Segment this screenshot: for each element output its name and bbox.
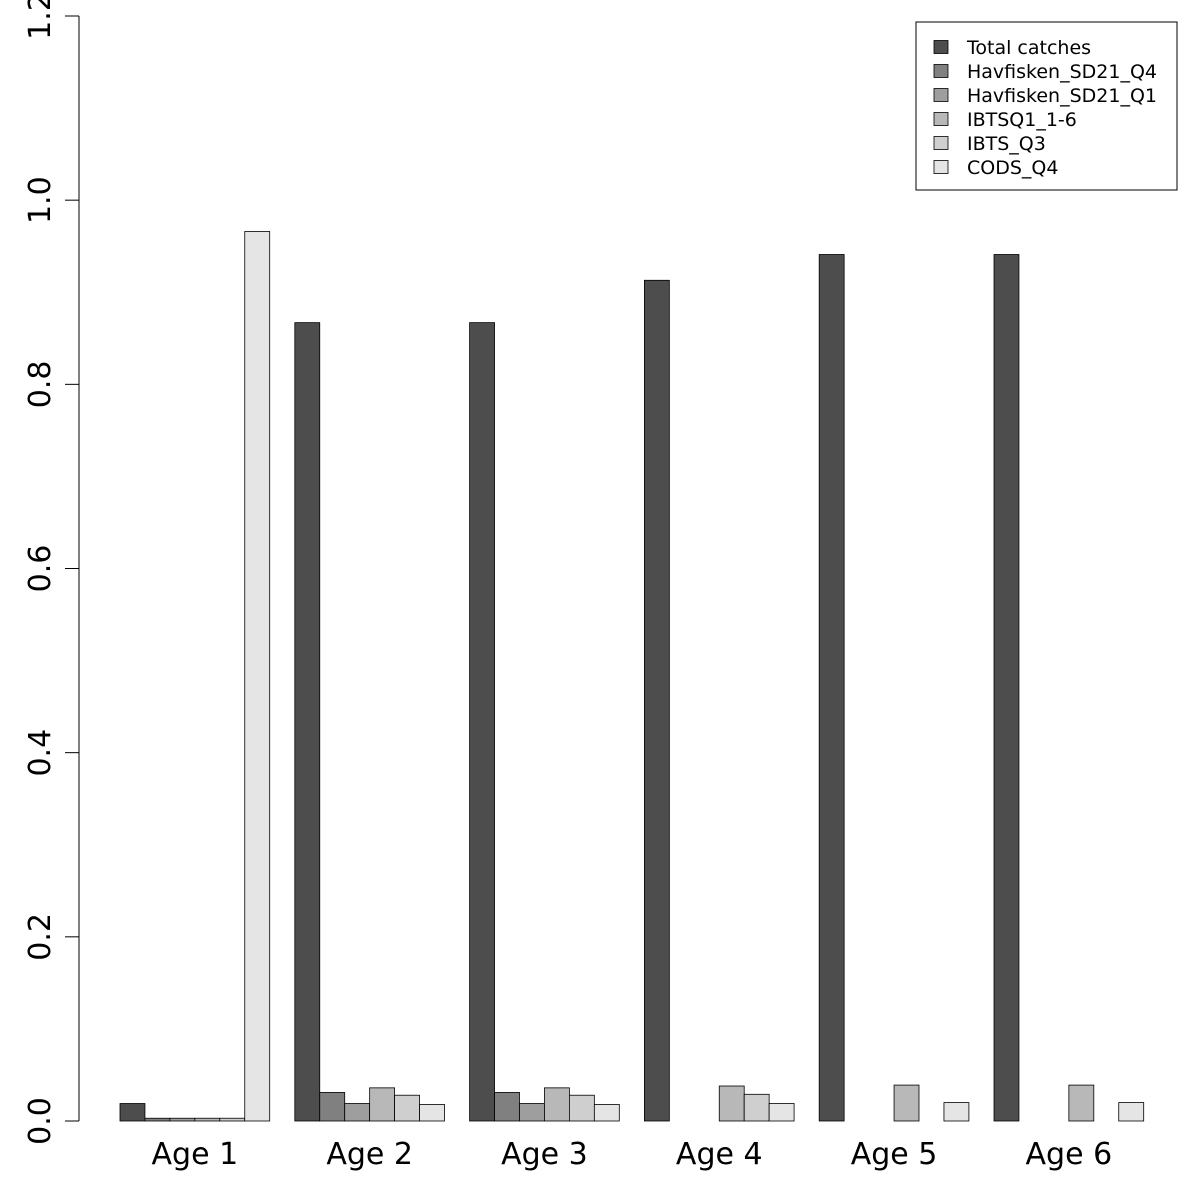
- y-tick-label: 0.2: [23, 913, 58, 961]
- bar: [344, 1103, 371, 1122]
- bar: [494, 1092, 520, 1122]
- bar: [369, 1087, 395, 1122]
- y-tick-label: 0.6: [23, 545, 58, 593]
- bar: [144, 1117, 171, 1122]
- y-axis: 0.0 0.2 0.4 0.6 0.8 1.0 1.2: [23, 0, 80, 1145]
- bar: [943, 1102, 970, 1122]
- bar: [319, 1092, 346, 1122]
- y-tick-label: 1.0: [23, 176, 58, 224]
- bar: [244, 231, 271, 1122]
- legend-label: IBTS_Q3: [967, 133, 1046, 155]
- y-tick-label: 1.2: [23, 0, 58, 40]
- legend: Total catchesHavfisken_SD21_Q4Havfisken_…: [915, 21, 1178, 191]
- bar: [818, 254, 845, 1122]
- bar: [593, 1104, 620, 1122]
- legend-label: Havfisken_SD21_Q4: [967, 61, 1157, 83]
- bar: [419, 1104, 445, 1122]
- bar: [1068, 1084, 1095, 1122]
- legend-swatch: [933, 64, 949, 78]
- legend-swatch: [933, 40, 949, 54]
- legend-label: Total catches: [966, 37, 1091, 59]
- bar: [469, 322, 495, 1122]
- x-tick-label: Age 3: [501, 1137, 588, 1172]
- legend-swatch: [933, 88, 949, 102]
- legend-swatch: [933, 136, 949, 150]
- bars: [119, 231, 1145, 1122]
- bar: [119, 1103, 146, 1122]
- bar: [169, 1117, 196, 1122]
- bar: [1118, 1102, 1145, 1122]
- legend-box: [915, 21, 1178, 191]
- x-tick-label: Age 2: [326, 1137, 413, 1172]
- x-tick-label: Age 5: [851, 1137, 938, 1172]
- bar: [544, 1087, 570, 1122]
- bar: [644, 279, 670, 1122]
- y-tick-label: 0.8: [23, 360, 58, 408]
- bar: [219, 1117, 246, 1122]
- x-tick-label: Age 4: [676, 1137, 763, 1172]
- bar: [569, 1094, 595, 1122]
- bar: [993, 254, 1020, 1122]
- bar: [519, 1103, 545, 1122]
- bar: [768, 1103, 795, 1122]
- bar: [294, 322, 321, 1122]
- x-tick-label: Age 1: [152, 1137, 239, 1172]
- bar: [194, 1117, 221, 1122]
- legend-swatch: [933, 160, 949, 174]
- bar: [718, 1085, 745, 1122]
- y-tick-label: 0.0: [23, 1097, 58, 1145]
- bar: [394, 1094, 420, 1122]
- x-tick-label: Age 6: [1026, 1137, 1113, 1172]
- legend-label: IBTSQ1_1-6: [967, 109, 1077, 131]
- legend-label: CODS_Q4: [967, 157, 1058, 179]
- y-tick-label: 0.4: [23, 729, 58, 777]
- bar: [893, 1084, 920, 1122]
- x-axis-labels: Age 1 Age 2 Age 3 Age 4 Age 5 Age 6: [152, 1137, 1113, 1172]
- legend-label: Havfisken_SD21_Q1: [967, 85, 1157, 107]
- bar: [743, 1093, 770, 1122]
- legend-swatch: [933, 112, 949, 126]
